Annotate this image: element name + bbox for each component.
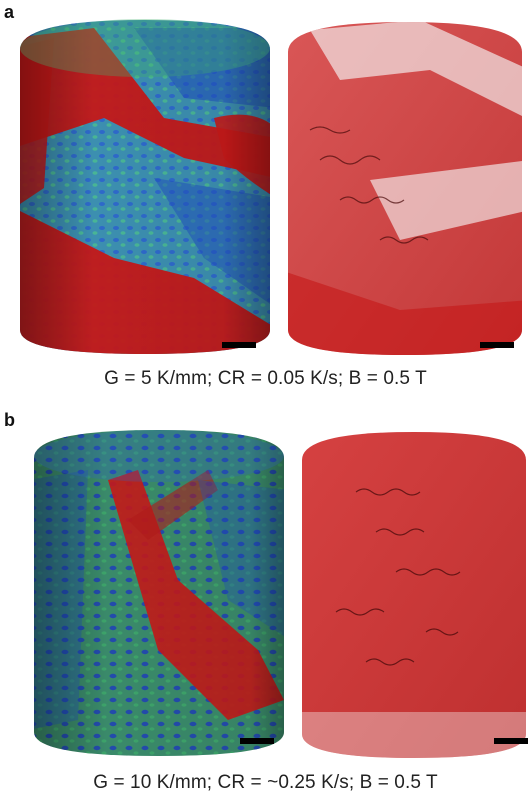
cylinder-a-red bbox=[280, 10, 530, 360]
cylinder-b-colored bbox=[28, 420, 290, 760]
panel-b: b bbox=[0, 400, 531, 804]
panel-a: a bbox=[0, 0, 531, 400]
caption-a: G = 5 K/mm; CR = 0.05 K/s; B = 0.5 T bbox=[104, 368, 427, 389]
cylinder-a-colored bbox=[14, 8, 276, 358]
panel-label-a: a bbox=[4, 2, 15, 22]
scale-bar-a-right bbox=[480, 342, 514, 348]
scale-bar-b-right bbox=[494, 738, 528, 744]
panel-label-b: b bbox=[4, 410, 15, 430]
caption-b: G = 10 K/mm; CR = ~0.25 K/s; B = 0.5 T bbox=[93, 772, 438, 793]
cylinder-b-red bbox=[296, 422, 531, 762]
scale-bar-a-left bbox=[222, 342, 256, 348]
scale-bar-b-left bbox=[240, 738, 274, 744]
